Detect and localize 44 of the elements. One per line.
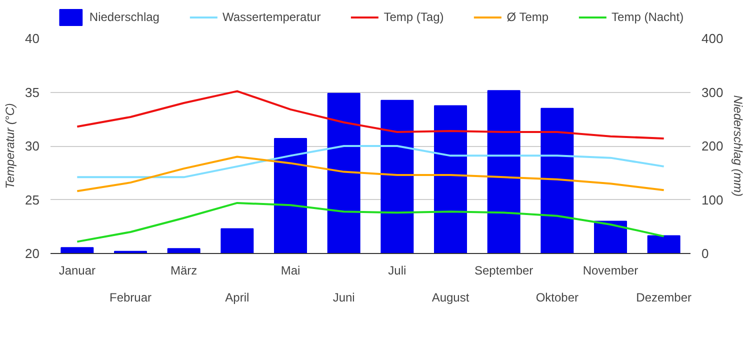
legend-label: Temp (Tag) xyxy=(384,10,444,24)
y2-axis-title: Niederschlag (mm) xyxy=(731,95,746,197)
bar xyxy=(60,247,94,254)
line-series xyxy=(76,90,665,140)
legend-label: Temp (Nacht) xyxy=(612,10,684,24)
bar xyxy=(594,220,627,254)
y2-tick-label: 0 xyxy=(702,246,709,261)
x-tick-label: Februar xyxy=(109,290,152,304)
line-series xyxy=(76,145,665,178)
bar xyxy=(647,235,680,254)
y-tick-label: 40 xyxy=(25,31,40,46)
y-tick-label: 25 xyxy=(25,192,40,208)
bar xyxy=(167,248,200,254)
bar xyxy=(487,90,520,254)
y2-tick-label: 400 xyxy=(702,31,724,46)
x-tick-label: Mai xyxy=(280,264,300,278)
x-tick-label: Juli xyxy=(388,264,406,278)
x-tick-label: September xyxy=(474,264,534,278)
x-tick-label: Januar xyxy=(58,264,96,278)
x-tick-label: August xyxy=(432,290,470,304)
y2-tick-label: 300 xyxy=(702,84,724,100)
y-tick-label: 35 xyxy=(25,84,40,100)
x-tick-label: Dezember xyxy=(636,290,692,304)
legend-label: Ø Temp xyxy=(506,10,549,24)
y-axis-title: Temperatur (°C) xyxy=(3,103,18,189)
bar xyxy=(380,100,414,254)
legend-label: Niederschlag xyxy=(89,10,160,24)
x-tick-label: April xyxy=(225,290,250,304)
x-tick-label: November xyxy=(582,264,638,278)
x-tick-label: Oktober xyxy=(536,290,579,304)
bar xyxy=(434,105,467,254)
bar xyxy=(220,228,254,254)
bar xyxy=(327,92,360,254)
y2-tick-label: 100 xyxy=(702,192,724,208)
bar xyxy=(540,108,574,254)
y-tick-label: 20 xyxy=(25,246,40,261)
line-series xyxy=(76,156,665,192)
line-series xyxy=(76,202,665,243)
x-tick-label: März xyxy=(170,264,198,278)
x-tick-label: Juni xyxy=(332,290,355,304)
legend-label: Wassertemperatur xyxy=(222,10,321,24)
y2-tick-label: 200 xyxy=(702,138,724,154)
y-tick-label: 30 xyxy=(25,138,40,154)
bar xyxy=(274,138,307,254)
